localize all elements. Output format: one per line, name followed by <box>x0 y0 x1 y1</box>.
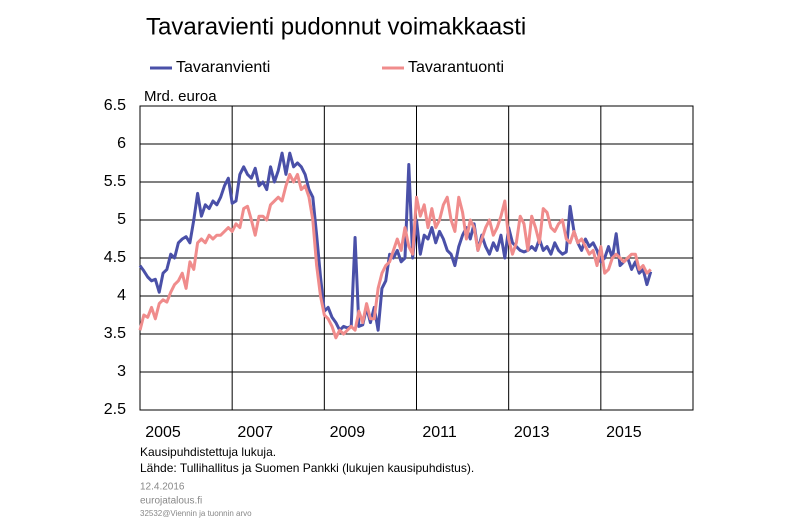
footer-date: 12.4.2016 <box>140 482 185 493</box>
y-axis-label: Mrd. euroa <box>144 88 217 105</box>
x-tick-label: 2011 <box>422 424 457 441</box>
y-tick-label: 6 <box>117 135 126 152</box>
legend-label: Tavarantuonti <box>408 59 504 76</box>
y-tick-label: 4 <box>117 287 126 304</box>
note: Kausipuhdistettuja lukuja. <box>140 445 276 459</box>
x-tick-label: 2007 <box>237 424 273 441</box>
y-tick-label: 6.5 <box>104 97 126 114</box>
y-tick-label: 2.5 <box>104 401 126 418</box>
chart-title: Tavaravienti pudonnut voimakkaasti <box>146 13 526 40</box>
x-tick-label: 2015 <box>606 424 642 441</box>
y-tick-label: 5.5 <box>104 173 126 190</box>
x-tick-label: 2013 <box>514 424 550 441</box>
series-line <box>138 151 653 332</box>
x-tick-label: 2009 <box>330 424 366 441</box>
y-tick-label: 5 <box>117 211 126 228</box>
x-tick-label: 2005 <box>145 424 181 441</box>
footer-site: eurojatalous.fi <box>140 496 202 507</box>
note: Lähde: Tullihallitus ja Suomen Pankki (l… <box>140 461 474 475</box>
legend-label: Tavaranvienti <box>176 59 270 76</box>
y-tick-label: 3 <box>117 363 126 380</box>
series-line <box>138 172 652 340</box>
y-tick-label: 4.5 <box>104 249 126 266</box>
footer-code: 32532@Viennin ja tuonnin arvo <box>140 509 252 518</box>
plot-frame <box>139 105 694 411</box>
y-tick-label: 3.5 <box>104 325 126 342</box>
